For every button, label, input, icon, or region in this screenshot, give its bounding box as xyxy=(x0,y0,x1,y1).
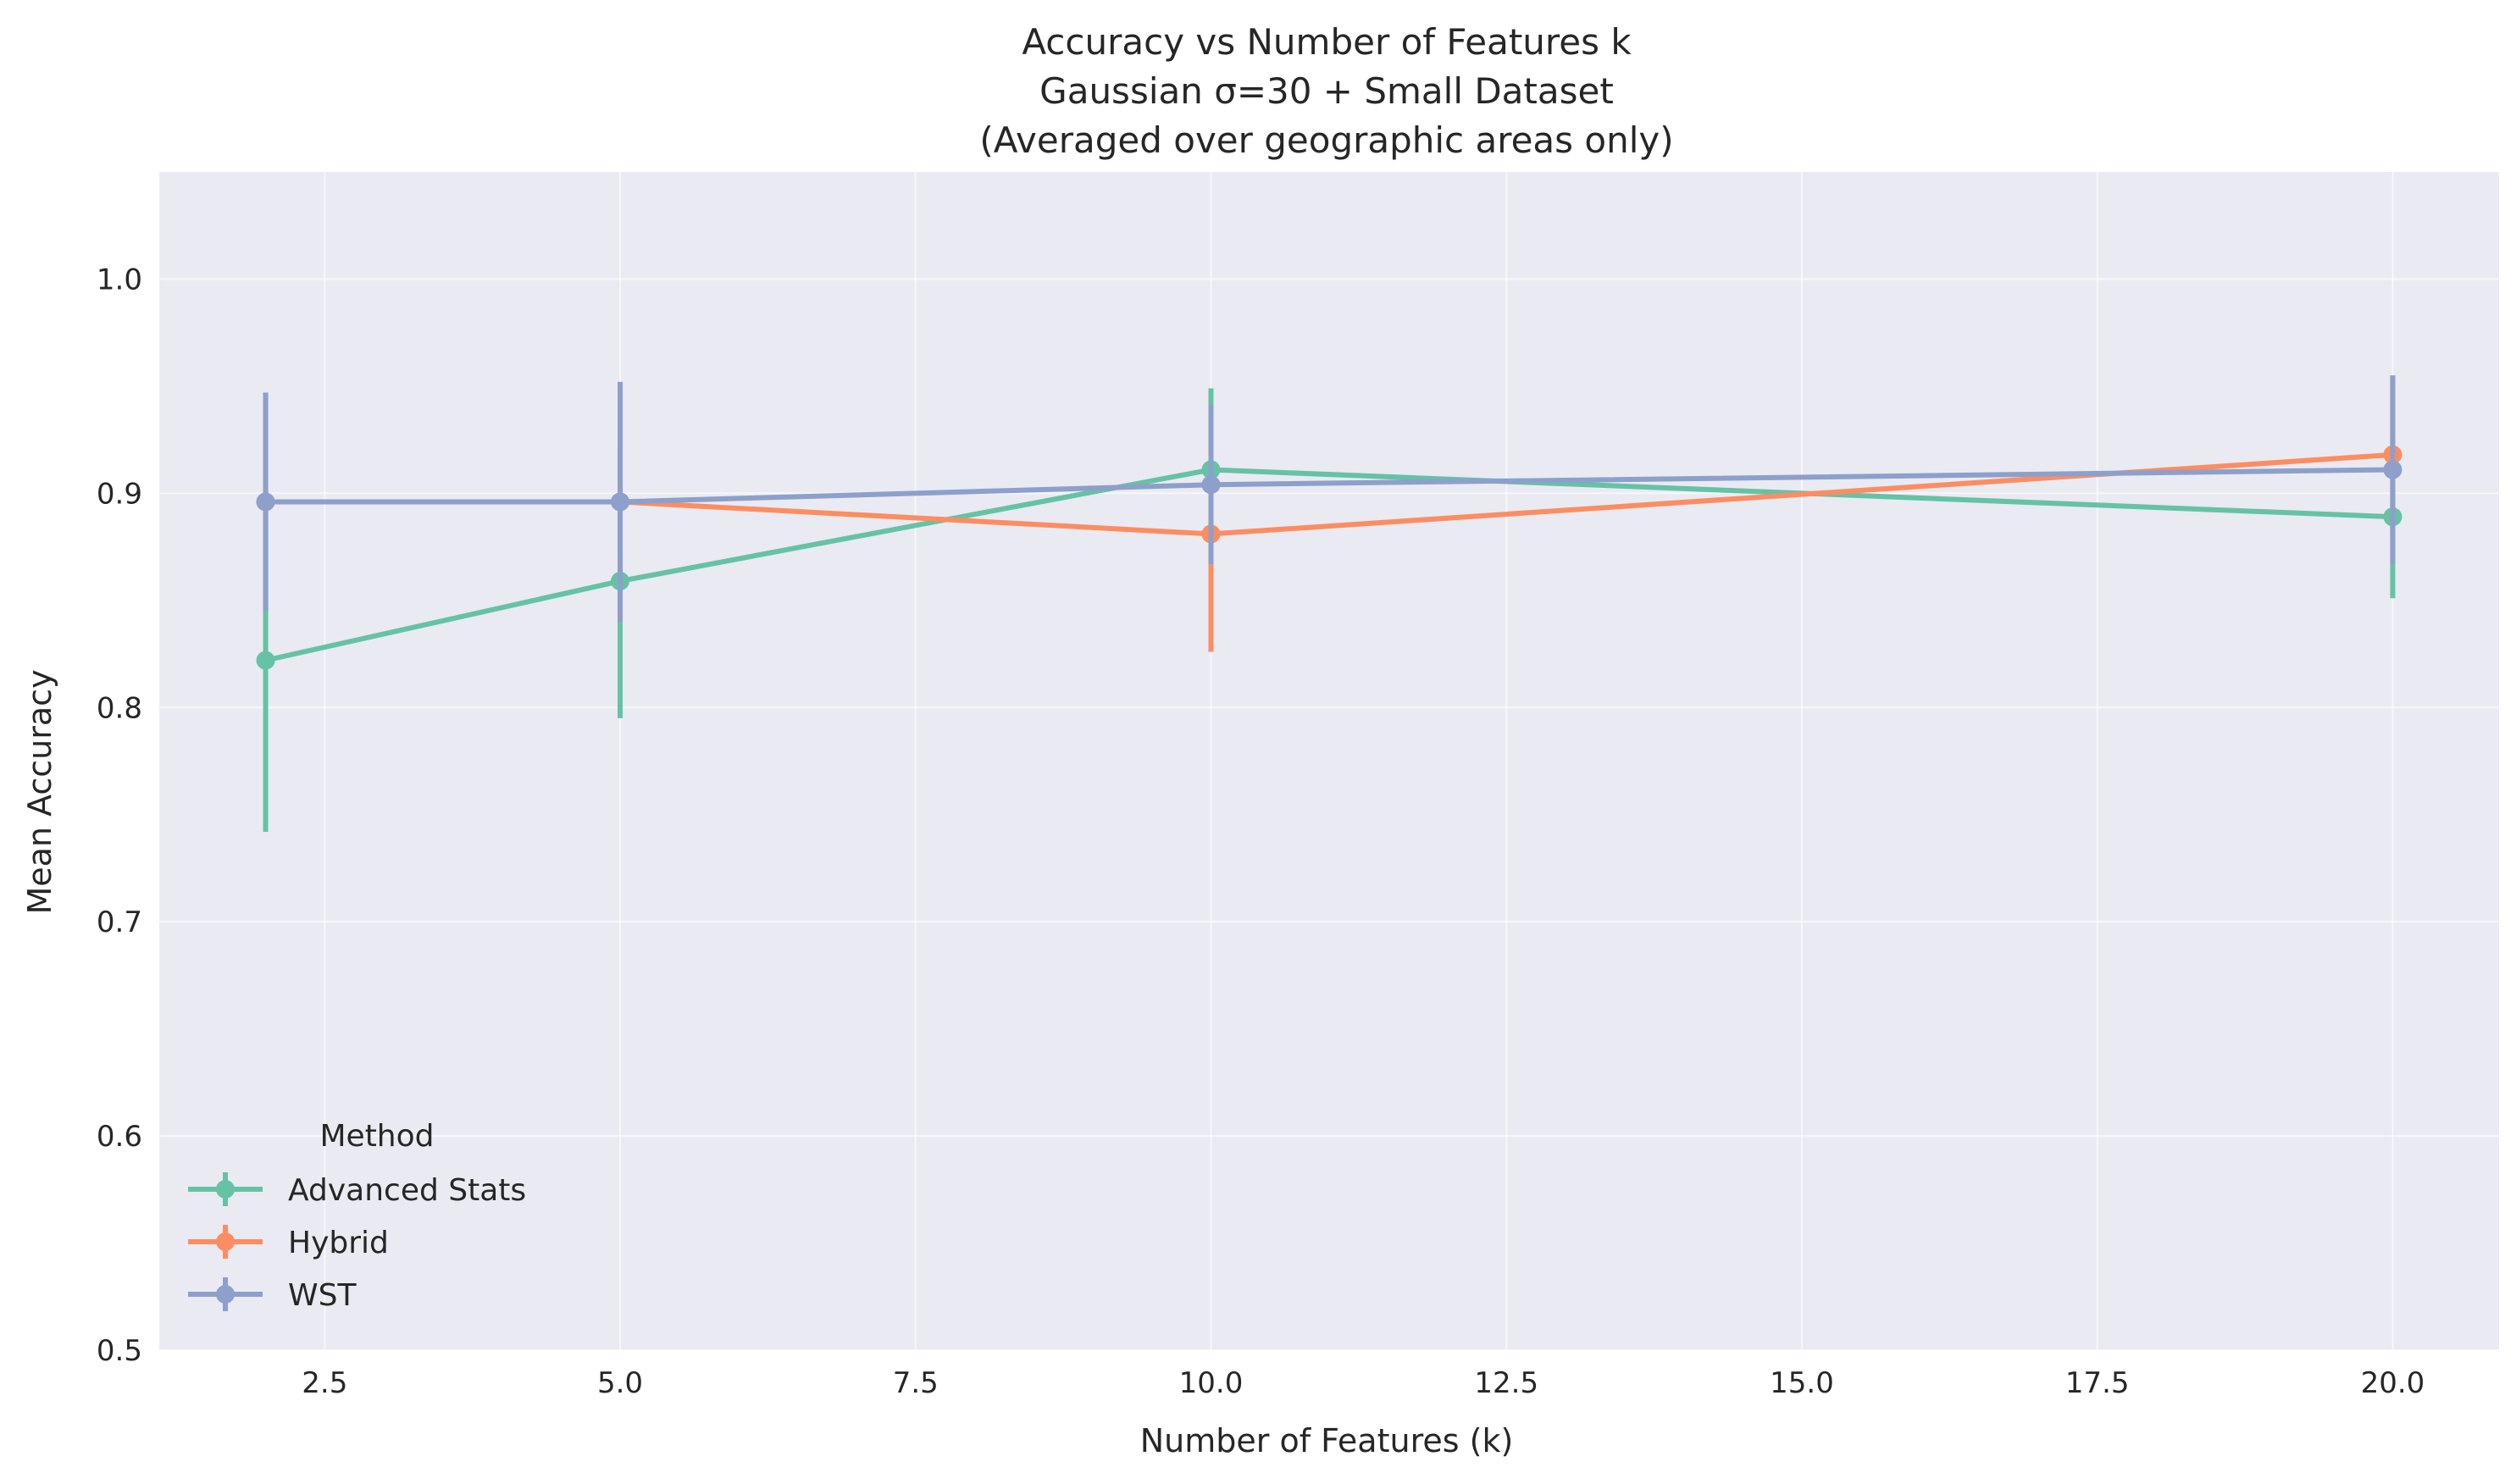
legend-label: WST xyxy=(288,1278,357,1313)
legend-entry: WST xyxy=(188,1277,357,1313)
plot-area xyxy=(159,172,2499,1350)
x-tick-label: 10.0 xyxy=(1179,1366,1244,1400)
series-wst xyxy=(256,375,2402,623)
x-tick-label: 2.5 xyxy=(302,1366,347,1400)
legend-marker xyxy=(216,1180,235,1199)
y-axis-label: Mean Accuracy xyxy=(21,669,58,914)
series-layer xyxy=(256,375,2402,832)
grid-lines xyxy=(159,172,2499,1351)
y-tick-labels: 0.5 0.6 0.7 0.8 0.9 1.0 xyxy=(97,263,142,1368)
y-tick-label: 0.9 xyxy=(97,477,142,511)
chart-title-line-3: (Averaged over geographic areas only) xyxy=(979,119,1673,161)
legend-entry: Hybrid xyxy=(188,1225,389,1260)
y-tick-label: 0.5 xyxy=(97,1334,142,1368)
data-point xyxy=(256,651,275,670)
x-axis-label: Number of Features (k) xyxy=(1140,1422,1514,1459)
chart-title-line-1: Accuracy vs Number of Features k xyxy=(1022,21,1632,63)
x-tick-label: 15.0 xyxy=(1770,1366,1834,1400)
y-tick-label: 0.6 xyxy=(97,1120,142,1154)
legend-marker xyxy=(216,1232,235,1251)
x-tick-label: 7.5 xyxy=(893,1366,939,1400)
x-tick-labels: 2.5 5.0 7.5 10.0 12.5 15.0 17.5 20.0 xyxy=(302,1366,2425,1400)
data-point xyxy=(256,492,275,512)
legend-title: Method xyxy=(319,1119,434,1154)
data-point xyxy=(611,492,630,512)
y-tick-label: 0.8 xyxy=(97,691,142,725)
x-tick-label: 17.5 xyxy=(2065,1366,2130,1400)
legend-entry: Advanced Stats xyxy=(188,1172,526,1208)
data-point xyxy=(2383,460,2402,479)
data-point xyxy=(1201,475,1221,495)
x-tick-label: 12.5 xyxy=(1474,1366,1538,1400)
legend: Method Advanced Stats Hybrid WST xyxy=(188,1119,526,1313)
series-line xyxy=(265,467,2393,505)
legend-marker xyxy=(216,1285,235,1304)
x-tick-label: 5.0 xyxy=(597,1366,643,1400)
y-tick-label: 0.7 xyxy=(97,905,142,939)
legend-label: Hybrid xyxy=(288,1226,389,1260)
x-tick-label: 20.0 xyxy=(2361,1366,2425,1400)
chart-title-line-2: Gaussian σ=30 + Small Dataset xyxy=(1039,70,1614,112)
y-tick-label: 1.0 xyxy=(97,263,142,296)
legend-label: Advanced Stats xyxy=(288,1173,526,1208)
